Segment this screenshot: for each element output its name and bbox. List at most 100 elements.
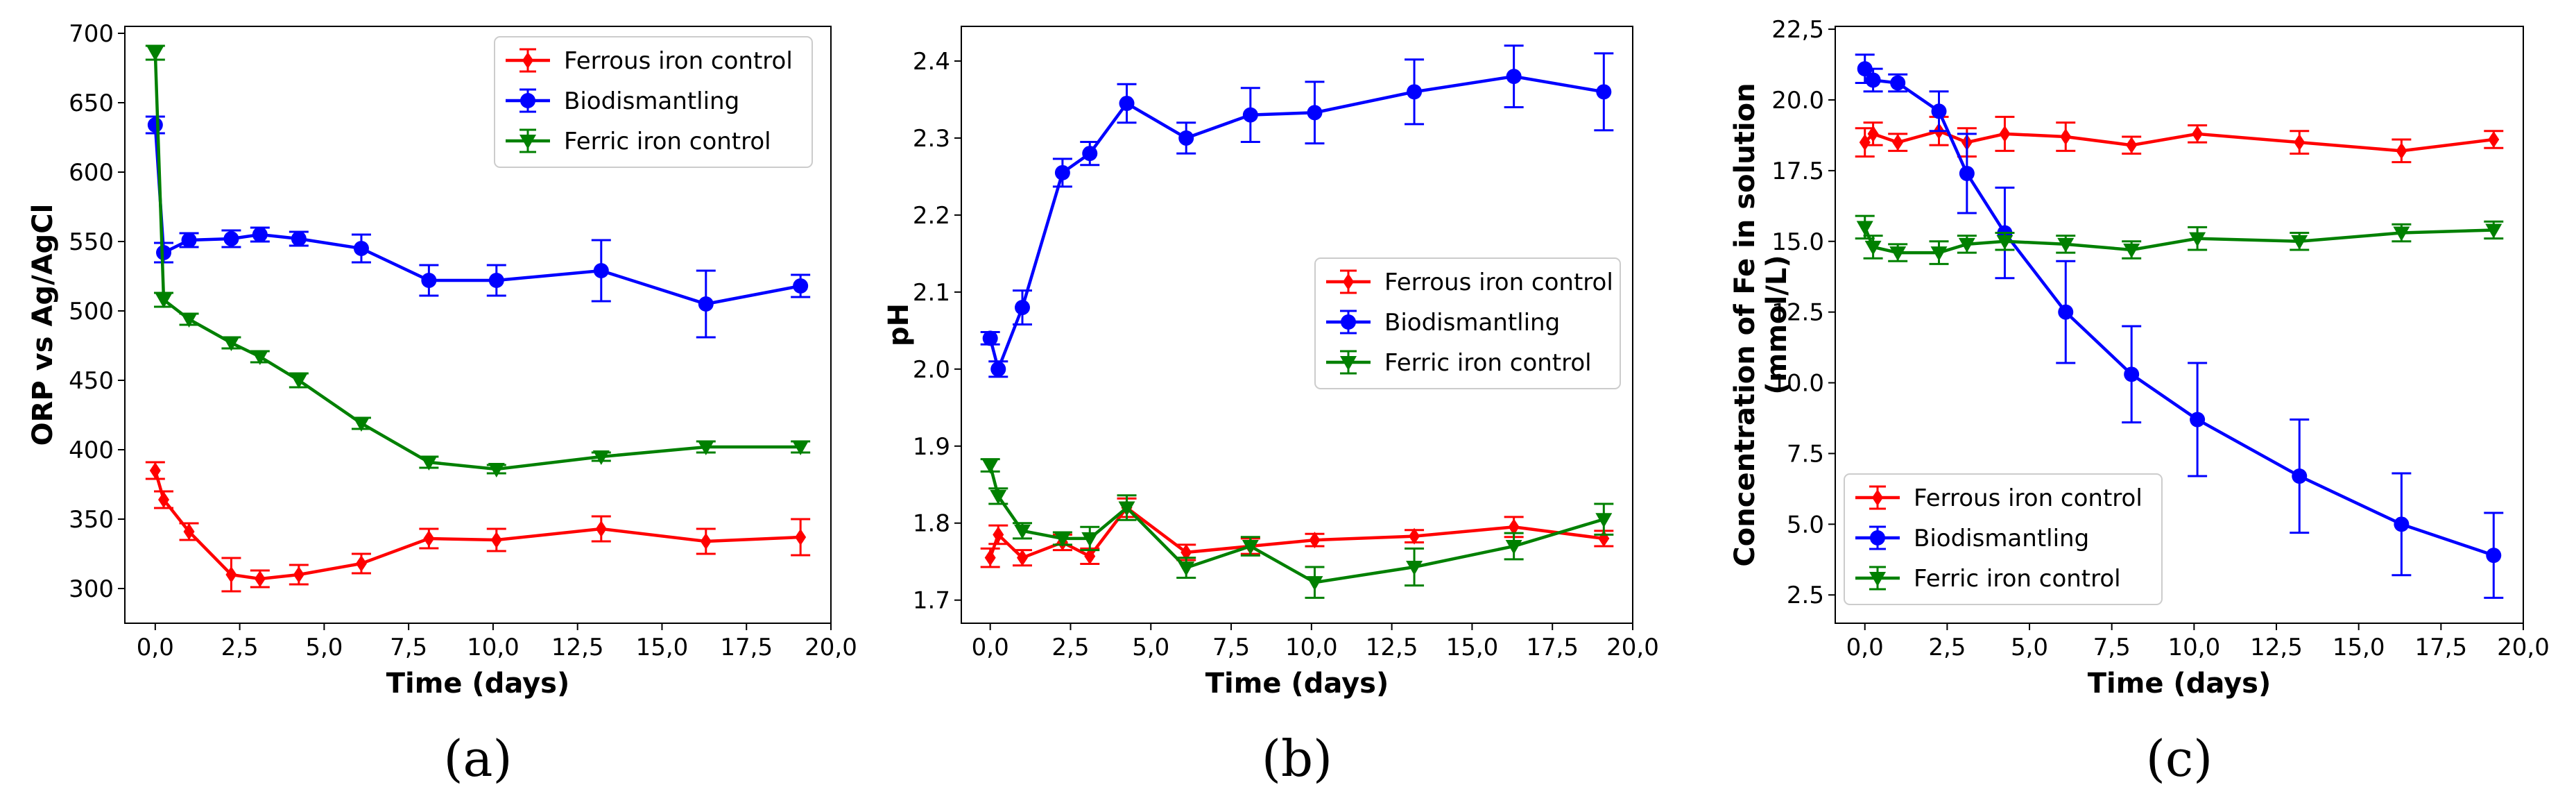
panel-c-legend-marker xyxy=(1869,572,1886,586)
panel-c-ylabel: Concentration of Fe in solution xyxy=(1729,83,1761,566)
panel-b-legend-label: Biodismantling xyxy=(1384,309,1560,337)
panel-b-ytick-label: 2.1 xyxy=(913,279,950,307)
panel-c-series-2-point xyxy=(2057,237,2075,253)
panel-a-series-0-point xyxy=(293,566,304,583)
panel-a-ytick-label: 500 xyxy=(69,298,114,325)
panel-c-series-0-point xyxy=(2126,137,2138,154)
panel-c-xtick-label: 0,0 xyxy=(1846,634,1884,661)
panel-c-legend-label: Ferrous iron control xyxy=(1914,484,2143,512)
panel-c-legend-label: Ferric iron control xyxy=(1914,565,2121,593)
panel-b-legend-marker xyxy=(1341,314,1356,330)
panel-b-xtick-label: 20,0 xyxy=(1606,634,1659,661)
panel-c-series-1-point xyxy=(2394,516,2410,532)
panel-c-series-1-point xyxy=(1890,75,1906,91)
panel-a-series-2-point xyxy=(146,46,164,61)
panel-a-series-1-point xyxy=(147,117,163,133)
panel-b-series-1-point xyxy=(1119,95,1135,111)
panel-c-series-0-point xyxy=(2294,134,2305,151)
panel-b-ytick-label: 2.2 xyxy=(913,202,950,230)
panel-b-xtick-label: 0,0 xyxy=(972,634,1009,661)
panel-a-series-0-point xyxy=(183,523,195,540)
panel-a-series-0-point xyxy=(254,570,266,587)
panel-c-series-2-point xyxy=(2393,226,2410,242)
panel-b-series-1-point xyxy=(1082,146,1098,162)
panel-a-legend: Ferrous iron control Biodismantling Ferric… xyxy=(494,36,813,168)
panel-a-tag: (a) xyxy=(443,729,512,788)
panel-a-plot-frame xyxy=(124,26,832,624)
panel-a-ytick-label: 350 xyxy=(69,506,114,534)
panel-a-xtick-label: 17,5 xyxy=(720,634,773,661)
panel-c-series-1-point xyxy=(1959,165,1975,181)
panel-b-series-2-point xyxy=(1306,576,1323,591)
panel-c-ytick-label: 7.5 xyxy=(1787,440,1824,468)
panel-b-ytick-label: 2.4 xyxy=(913,48,950,76)
panel-c-xtick-label: 2,5 xyxy=(1928,634,1966,661)
panel-b-legend: Ferrous iron control Biodismantling Ferric… xyxy=(1314,257,1621,389)
panel-a-series-0-point xyxy=(490,532,502,548)
panel-c-series-2-point xyxy=(1889,246,1907,262)
panel-b-xtick-label: 10,0 xyxy=(1285,634,1338,661)
panel-a-legend-marker xyxy=(522,52,533,69)
panel-b-series-0-point xyxy=(1180,543,1192,561)
panel-a-series-0-point xyxy=(149,462,161,479)
panel-a-series-2-point xyxy=(792,441,809,455)
panel-a-series-0-point xyxy=(158,491,170,508)
panel-b-xtick-label: 7,5 xyxy=(1212,634,1250,661)
panel-b-series-1-line xyxy=(988,74,1604,375)
panel-c-xlabel: Time (days) xyxy=(2088,668,2272,700)
panel-c-series-1-point xyxy=(2486,548,2502,564)
panel-a-series-1-point xyxy=(593,263,609,278)
panel-c-series-2-point xyxy=(2189,232,2206,247)
panel-c-ylabel: (mmol/L) xyxy=(1761,255,1793,394)
panel-a-xtick-label: 10,0 xyxy=(467,634,520,661)
panel-a-xtick-label: 5,0 xyxy=(305,634,343,661)
panel-c-tag: (c) xyxy=(2146,729,2213,788)
panel-c-xtick-label: 7,5 xyxy=(2093,634,2131,661)
panel-c-series-1-point xyxy=(2124,366,2140,382)
panel-a-series-0-point xyxy=(700,533,712,550)
panel-c-series-1-point xyxy=(1931,103,1947,119)
chart-panel-b: 0,0 2,5 5,0 7,5 10,0 12,5 15,0 17,5 20,0 1.7 1.8 1.… xyxy=(859,0,1717,812)
panel-c-ytick-label: 2.5 xyxy=(1787,582,1824,609)
panel-b-ytick-label: 1.7 xyxy=(913,587,950,615)
panel-a-xtick-label: 15,0 xyxy=(636,634,689,661)
panel-c-xtick-label: 5,0 xyxy=(2011,634,2048,661)
panel-c-series-2-point xyxy=(2291,235,2308,250)
panel-b-series-0-point xyxy=(993,526,1004,543)
panel-c-series-1-point xyxy=(2058,304,2074,320)
panel-b-xtick-label: 17,5 xyxy=(1526,634,1579,661)
panel-a-legend-label: Ferric iron control xyxy=(564,128,771,155)
panel-c-legend-label: Biodismantling xyxy=(1914,525,2089,552)
panel-a-ytick-label: 700 xyxy=(69,20,114,48)
panel-c-ytick-label: 17.5 xyxy=(1771,158,1824,185)
panel-b-series-2-point xyxy=(1505,540,1522,555)
panel-a-series-1-point xyxy=(223,231,239,246)
panel-a-series-0-point xyxy=(423,530,435,547)
panel-c-legend-marker xyxy=(1870,530,1885,545)
panel-b-series-1-point xyxy=(1242,107,1258,123)
panel-a-xtick-label: 7,5 xyxy=(390,634,427,661)
panel-b-xtick-label: 12,5 xyxy=(1366,634,1418,661)
panel-b-series-0-point xyxy=(1017,549,1028,566)
panel-c-series-2-point xyxy=(1856,221,1873,236)
panel-a-xtick-label: 2,5 xyxy=(221,634,259,661)
panel-b-series-2-point xyxy=(1118,501,1135,516)
panel-c-series-0-point xyxy=(2488,131,2500,149)
chart-panel-a: 0,0 2,5 5,0 7,5 10,0 12,5 15,0 17,5 20,0 300 350 40… xyxy=(0,0,859,812)
panel-a-series-2-point xyxy=(155,294,173,308)
panel-a-legend-marker xyxy=(520,93,535,108)
panel-c-xtick-label: 20,0 xyxy=(2497,634,2550,661)
panel-a-legend-label: Biodismantling xyxy=(564,87,739,115)
panel-a-ytick-label: 300 xyxy=(69,575,114,603)
panel-a-series-1-point xyxy=(421,273,437,288)
panel-b-series-2-point xyxy=(1014,524,1031,539)
panel-c-series-0-point xyxy=(1999,125,2011,142)
panel-a-legend-label: Ferrous iron control xyxy=(564,47,793,75)
panel-c-series-0-point xyxy=(2396,142,2407,160)
panel-a-series-2 xyxy=(145,44,811,477)
panel-b-xtick-label: 15,0 xyxy=(1446,634,1499,661)
panel-a-xtick-label: 12,5 xyxy=(551,634,604,661)
panel-a-series-1-point xyxy=(488,273,504,288)
panel-a-series-2-point xyxy=(180,313,198,328)
panel-b-xtick-label: 2,5 xyxy=(1051,634,1089,661)
